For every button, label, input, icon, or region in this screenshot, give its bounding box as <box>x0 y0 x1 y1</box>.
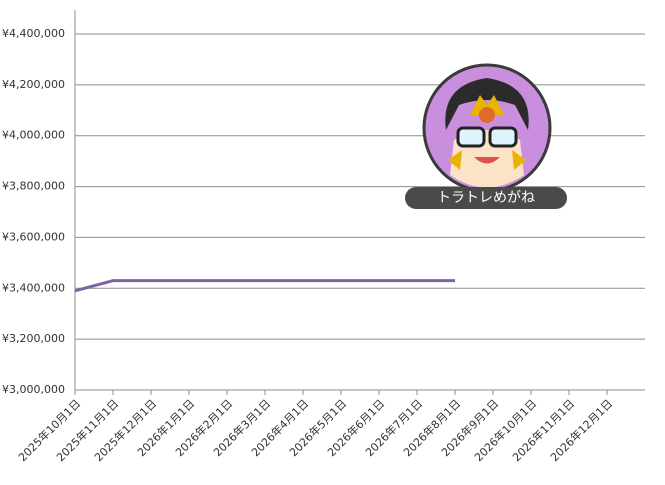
y-tick-label: ¥4,200,000 <box>2 78 65 91</box>
y-tick-label: ¥4,400,000 <box>2 27 65 40</box>
avatar <box>405 63 567 209</box>
data-line <box>74 279 455 293</box>
y-tick-label: ¥3,600,000 <box>2 230 65 243</box>
y-tick-label: ¥3,400,000 <box>2 281 65 294</box>
y-tick-label: ¥3,800,000 <box>2 180 65 193</box>
y-tick-label: ¥4,000,000 <box>2 129 65 142</box>
y-tick-label: ¥3,200,000 <box>2 332 65 345</box>
y-tick-label: ¥3,000,000 <box>2 383 65 396</box>
avatar-label: トラトレめがね <box>437 190 535 206</box>
